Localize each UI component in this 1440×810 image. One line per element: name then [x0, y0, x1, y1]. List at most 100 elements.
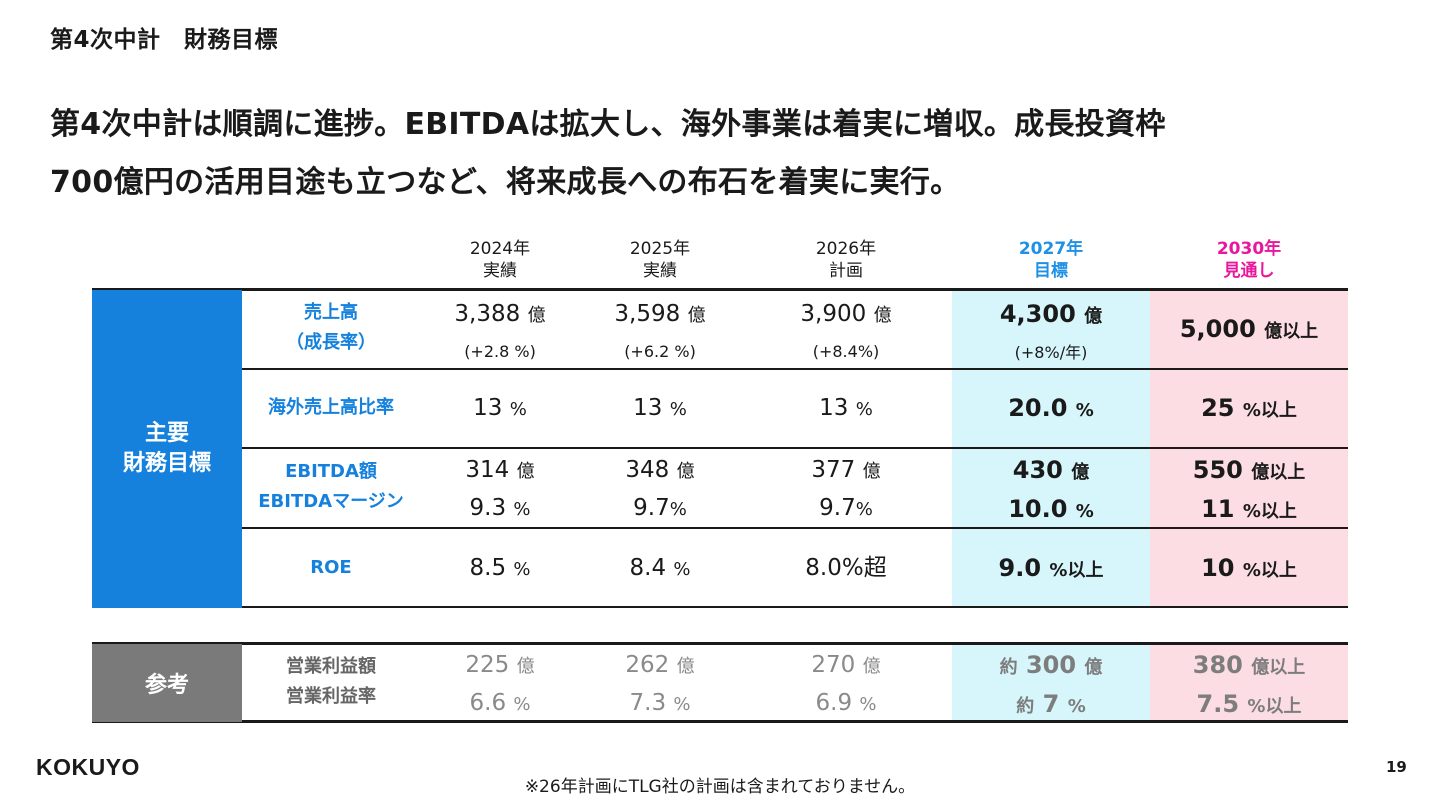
prefix: 約: [1016, 696, 1035, 717]
value: 262: [625, 652, 670, 678]
cell-overseas-2030: 25 %以上: [1150, 390, 1348, 429]
unit: %以上: [1049, 560, 1104, 581]
headline-line-1: 第4次中計は順調に進捗。EBITDAは拡大し、海外事業は着実に増収。成長投資枠: [50, 107, 1166, 142]
row-label-ebitda: EBITDA額 EBITDAマージン: [242, 457, 420, 517]
group-label-line-2: 財務目標: [122, 451, 211, 476]
outlook-2030-ref-bg: [1150, 644, 1348, 722]
cell-roe-2024: 8.5 %: [420, 550, 580, 588]
outlook-2030-column-bg: [1150, 290, 1348, 608]
row-divider: [242, 368, 1348, 370]
cell-value-line: 3,388 億: [420, 296, 580, 334]
ebitda-margin: 9.3 %: [420, 490, 580, 528]
value: 3,900: [800, 301, 867, 327]
unit: 億: [676, 461, 695, 482]
cell-overseas-2027: 20.0 %: [952, 390, 1150, 429]
unit: %: [669, 499, 687, 520]
ebitda-margin: 11 %以上: [1150, 491, 1348, 530]
ref-bottom-rule: [92, 720, 1348, 723]
row-divider: [242, 447, 1348, 449]
cell-value-line: 4,300 億: [952, 296, 1150, 335]
row-divider: [242, 527, 1348, 529]
unit: %以上: [1242, 501, 1297, 522]
value: 348: [625, 457, 670, 483]
unit: %: [1075, 400, 1094, 421]
growth-rate: (+8%/年): [1014, 343, 1088, 362]
cell-overseas-2025: 13 %: [580, 390, 740, 428]
column-header-2030: 2030年 見通し: [1150, 238, 1348, 282]
op-margin: 6.6 %: [420, 685, 580, 723]
column-year: 2030年: [1216, 239, 1282, 259]
growth-rate: (+2.8 %): [464, 342, 536, 361]
column-header-2027: 2027年 目標: [952, 238, 1150, 282]
unit: %: [513, 694, 531, 715]
value: 3,388: [454, 301, 521, 327]
cell-ebitda-2030: 550 億以上 11 %以上: [1150, 452, 1348, 530]
prefix: 約: [999, 657, 1018, 678]
ref-top-rule: [92, 642, 1348, 645]
column-type: 見通し: [1223, 261, 1275, 281]
unit: 億: [516, 461, 535, 482]
table-top-rule: [92, 288, 1348, 291]
unit: %以上: [1242, 400, 1297, 421]
target-2027-column-bg: [952, 290, 1150, 608]
value: 270: [811, 652, 856, 678]
op-amount: 270 億: [740, 647, 952, 685]
section-title: 第4次中計 財務目標: [50, 27, 279, 53]
unit: 億: [687, 305, 706, 326]
column-year: 2026年: [815, 239, 877, 259]
cell-op-2025: 262 億 7.3 %: [580, 647, 740, 723]
unit: %: [859, 694, 877, 715]
value: 13: [473, 395, 503, 421]
row-label-roe: ROE: [242, 553, 420, 583]
row-label-line-2: 営業利益率: [286, 686, 376, 707]
unit: 億: [1084, 657, 1103, 678]
cell-sales-2027: 4,300 億 (+8%/年): [952, 296, 1150, 371]
value: 13: [633, 395, 663, 421]
row-label-text: 海外売上高比率: [268, 397, 394, 418]
unit: 億: [873, 305, 892, 326]
op-amount: 262 億: [580, 647, 740, 685]
value: 8.4: [629, 555, 667, 581]
value: 11: [1201, 495, 1235, 523]
ebitda-amount: 348 億: [580, 452, 740, 490]
column-header-2025: 2025年 実績: [580, 238, 740, 282]
value: 13: [819, 395, 849, 421]
group-reference: 参考: [92, 644, 242, 722]
cell-ebitda-2026: 377 億 9.7%: [740, 452, 952, 528]
value: 20.0: [1008, 394, 1068, 422]
value: 300: [1025, 651, 1077, 679]
value: 550: [1192, 456, 1243, 484]
unit: 億: [516, 656, 535, 677]
ebitda-amount: 377 億: [740, 452, 952, 490]
unit: 億: [862, 461, 881, 482]
unit: %以上: [1242, 560, 1297, 581]
cell-sales-2025: 3,598 億 (+6.2 %): [580, 296, 740, 370]
value: 7: [1042, 690, 1060, 718]
ebitda-margin: 9.7%: [580, 490, 740, 528]
cell-ebitda-2024: 314 億 9.3 %: [420, 452, 580, 528]
cell-value-line: 3,900 億: [740, 296, 952, 334]
op-margin: 6.9 %: [740, 685, 952, 723]
column-year: 2025年: [629, 239, 691, 259]
row-label-operating-profit: 営業利益額 営業利益率: [242, 652, 420, 712]
ebitda-amount: 314 億: [420, 452, 580, 490]
op-margin: 7.5 %以上: [1150, 686, 1348, 725]
target-2027-ref-bg: [952, 644, 1150, 722]
value: 5,000: [1179, 315, 1256, 343]
op-margin: 7.3 %: [580, 685, 740, 723]
value: 9.3: [469, 495, 507, 521]
unit: %: [669, 399, 687, 420]
op-margin: 約 7 %: [952, 686, 1150, 725]
cell-op-2027: 約 300 億 約 7 %: [952, 647, 1150, 725]
column-header-2026: 2026年 計画: [740, 238, 952, 282]
table-main-bottom-rule: [92, 606, 1348, 608]
headline: 第4次中計は順調に進捗。EBITDAは拡大し、海外事業は着実に増収。成長投資枠 …: [50, 96, 1390, 212]
row-label-sales: 売上高 （成長率）: [242, 298, 420, 358]
unit: %: [513, 559, 531, 580]
growth-rate: (+8.4%): [812, 342, 880, 361]
unit: %以上: [1247, 696, 1302, 717]
value: 6.9: [815, 690, 853, 716]
cell-roe-2030: 10 %以上: [1150, 550, 1348, 589]
row-label-overseas-ratio: 海外売上高比率: [242, 393, 420, 423]
group-label-line-1: 主要: [144, 421, 189, 446]
